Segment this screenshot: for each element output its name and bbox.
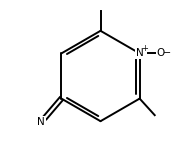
Text: N: N [136, 48, 144, 58]
Text: O: O [157, 48, 165, 58]
Text: N: N [37, 117, 45, 127]
Text: −: − [163, 48, 172, 58]
Text: +: + [142, 44, 148, 53]
